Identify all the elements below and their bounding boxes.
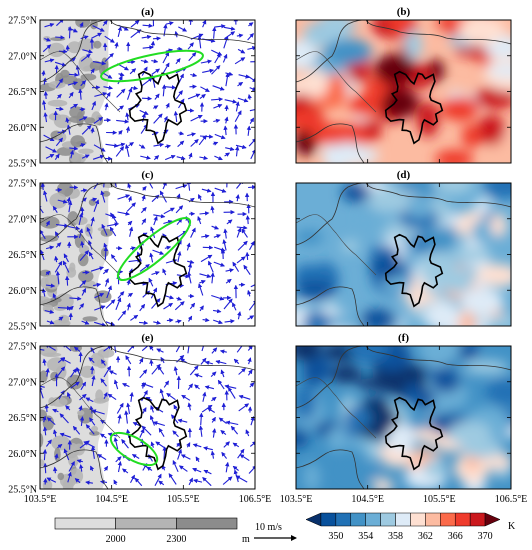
panel-label: (f) xyxy=(398,332,409,344)
terrain-legend: 2000 2300 m xyxy=(54,517,250,545)
panel-a: (a) 27.5°N 27.0°N 26.5°N 26.0°N 25.5°N xyxy=(8,6,256,170)
terrain-legend-unit: m xyxy=(242,534,250,545)
terrain-legend-swatch xyxy=(54,517,116,530)
city-boundary xyxy=(384,70,444,145)
temperature-legend-swatch xyxy=(440,512,456,527)
panel-label: (e) xyxy=(141,332,154,344)
panel-c: (c) 27.5°N 27.0°N 26.5°N 26.0°N 25.5°N xyxy=(8,169,256,333)
city-boundary xyxy=(128,233,188,308)
lat-tick-label: 26.5°N xyxy=(8,413,37,424)
temperature-blobs xyxy=(296,183,511,326)
wind-reference: 10 m/s xyxy=(254,522,297,541)
lat-tick-label: 27.5°N xyxy=(8,16,37,27)
lat-tick-label: 25.5°N xyxy=(8,159,37,170)
lat-tick-label: 26.0°N xyxy=(8,286,37,297)
city-boundary xyxy=(384,233,444,308)
temperature-legend-swatch xyxy=(454,512,471,527)
terrain-legend-swatch xyxy=(176,517,238,530)
lat-tick-label: 27.5°N xyxy=(8,179,37,190)
terrain-shading xyxy=(40,20,110,163)
lat-tick-label: 26.5°N xyxy=(8,87,37,98)
panel-e: (e) 27.5°N 27.0°N 26.5°N 26.0°N 25.5°N103.5°E… xyxy=(8,332,271,505)
highlight-ellipse xyxy=(109,431,159,467)
temperature-legend-label: 358 xyxy=(388,531,403,542)
temperature-legend-swatch xyxy=(350,512,366,527)
temperature-legend-swatch xyxy=(410,512,426,527)
highlight-ellipse xyxy=(100,49,204,83)
lat-tick-label: 26.5°N xyxy=(8,250,37,261)
panel-label: (a) xyxy=(141,6,154,18)
terrain-legend-label: 2000 xyxy=(106,534,126,545)
temperature-legend-label: 350 xyxy=(328,531,343,542)
lat-tick-label: 27.0°N xyxy=(8,377,37,388)
lat-tick-label: 25.5°N xyxy=(8,322,37,333)
temperature-legend-swatch xyxy=(425,512,441,527)
lon-tick-label: 105.5°E xyxy=(167,494,200,505)
lon-tick-label: 103.5°E xyxy=(280,494,313,505)
temperature-legend-swatch xyxy=(469,512,486,527)
city-boundary xyxy=(384,396,444,471)
temperature-legend-swatch xyxy=(335,512,352,527)
panel-label: (c) xyxy=(141,169,154,181)
panel-b: (b) xyxy=(295,6,512,164)
temperature-legend-label: 370 xyxy=(478,531,493,542)
temperature-legend-swatch xyxy=(380,512,396,527)
temperature-legend-swatch xyxy=(395,512,411,527)
lon-tick-label: 105.5°E xyxy=(423,494,456,505)
temperature-legend: 350 354 358 362 366 370 K xyxy=(305,512,516,542)
lat-tick-label: 26.0°N xyxy=(8,123,37,134)
temperature-legend-swatch xyxy=(484,512,501,527)
lat-tick-label: 27.0°N xyxy=(8,214,37,225)
lon-tick-label: 106.5°E xyxy=(495,494,528,505)
wind-vectors xyxy=(40,183,255,326)
city-boundary xyxy=(128,396,188,471)
lat-tick-label: 27.5°N xyxy=(8,342,37,353)
lat-tick-label: 26.0°N xyxy=(8,449,37,460)
temperature-blobs xyxy=(296,346,511,489)
city-boundary xyxy=(128,70,188,145)
panel-f: (f) 103.5°E 104.5°E 105.5°E 106.5°E xyxy=(280,332,528,505)
temperature-legend-label: 362 xyxy=(418,531,433,542)
panel-label: (b) xyxy=(397,6,411,18)
lon-tick-label: 106.5°E xyxy=(239,494,272,505)
panel-label: (d) xyxy=(397,169,411,181)
lat-tick-label: 27.0°N xyxy=(8,51,37,62)
panel-d: (d) xyxy=(295,169,512,327)
lat-tick-label: 25.5°N xyxy=(8,485,37,496)
temperature-legend-swatch xyxy=(365,512,381,527)
lon-tick-label: 104.5°E xyxy=(95,494,128,505)
highlight-ellipse xyxy=(116,217,192,281)
temperature-legend-label: 366 xyxy=(448,531,463,542)
temperature-legend-label: 354 xyxy=(358,531,373,542)
temperature-legend-swatch xyxy=(305,512,322,527)
terrain-legend-swatch xyxy=(115,517,177,530)
temperature-legend-unit: K xyxy=(508,521,516,532)
lon-tick-label: 104.5°E xyxy=(351,494,384,505)
terrain-legend-label: 2300 xyxy=(166,534,186,545)
lon-tick-label: 103.5°E xyxy=(24,494,57,505)
temperature-legend-swatch xyxy=(320,512,337,527)
wind-reference-label: 10 m/s xyxy=(255,522,282,533)
